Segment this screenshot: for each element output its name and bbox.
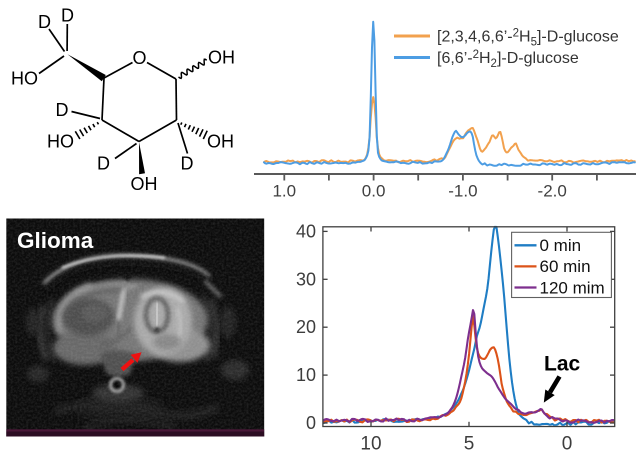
svg-text:0: 0 [562,434,573,455]
svg-text:1.0: 1.0 [272,182,296,201]
svg-text:-1.0: -1.0 [448,182,477,201]
svg-text:O: O [132,48,146,68]
svg-text:D: D [38,12,51,32]
svg-text:10: 10 [360,434,381,455]
svg-text:D: D [61,6,74,26]
svg-text:20: 20 [296,317,316,337]
svg-text:OH: OH [207,132,234,152]
svg-text:D: D [181,154,194,174]
svg-text:-2.0: -2.0 [538,182,567,201]
svg-text:0.0: 0.0 [362,182,386,201]
svg-text:OH: OH [208,48,235,68]
svg-text:OH: OH [131,174,158,194]
svg-text:[6,6’-2H2]-D-glucose: [6,6’-2H2]-D-glucose [437,49,579,70]
svg-text:0: 0 [306,413,316,433]
svg-text:120 mim: 120 mim [540,278,605,297]
svg-text:60 min: 60 min [540,257,591,276]
svg-text:10: 10 [296,365,316,385]
svg-text:40: 40 [296,221,316,241]
svg-text:D: D [56,100,69,120]
svg-text:Lac: Lac [544,353,581,376]
svg-text:[2,3,4,6,6’-2H5]-D-glucose: [2,3,4,6,6’-2H5]-D-glucose [437,28,619,49]
svg-text:Glioma: Glioma [17,228,94,253]
svg-text:D: D [97,154,110,174]
svg-text:HO: HO [47,132,74,152]
svg-text:0 min: 0 min [540,236,582,255]
svg-text:5: 5 [464,434,475,455]
svg-text:30: 30 [296,269,316,289]
svg-text:HO: HO [11,69,38,89]
